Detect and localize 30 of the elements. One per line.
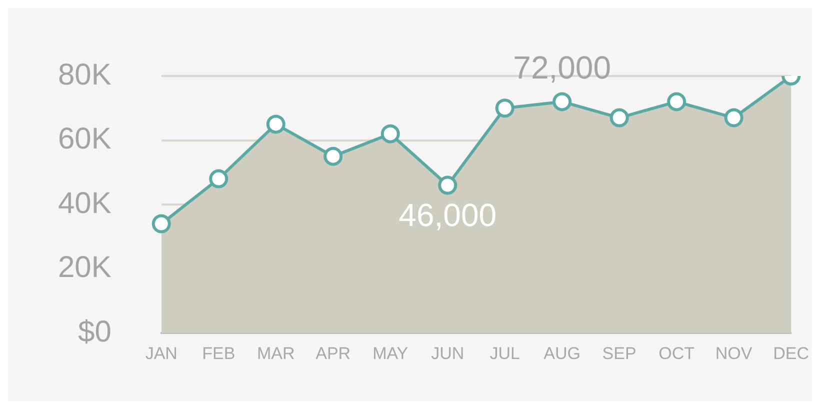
x-tick-label: FEB <box>202 344 236 363</box>
point <box>266 114 286 134</box>
point <box>380 124 400 144</box>
x-tick-label: APR <box>316 344 351 363</box>
x-tick-label: JAN <box>145 344 178 363</box>
point <box>438 176 458 195</box>
x-tick-label: JUN <box>431 344 464 363</box>
y-tick-label: 80K <box>58 58 112 92</box>
x-tick-label: AUG <box>544 344 581 363</box>
x-tick-label: MAR <box>256 344 295 363</box>
x-tick-label: DEC <box>773 344 810 363</box>
x-tick-label: OCT <box>658 344 695 363</box>
point <box>495 98 514 118</box>
point <box>552 92 572 112</box>
x-tick-label: NOV <box>715 344 753 363</box>
x-tick-label: SEP <box>602 344 636 363</box>
point <box>324 146 343 166</box>
data-label: 72,000 <box>513 50 612 86</box>
point <box>209 169 228 188</box>
point <box>152 214 171 234</box>
y-tick-label: 40K <box>58 186 112 220</box>
x-tick-label: MAY <box>372 344 408 363</box>
x-tick-label: JUL <box>490 344 520 363</box>
point <box>724 108 744 128</box>
y-tick-label: 20K <box>58 251 112 284</box>
data-label: 46,000 <box>398 197 497 234</box>
point <box>610 108 629 128</box>
y-tick-label: 60K <box>58 122 112 156</box>
y-tick-label: $0 <box>78 315 112 348</box>
point <box>667 92 686 112</box>
